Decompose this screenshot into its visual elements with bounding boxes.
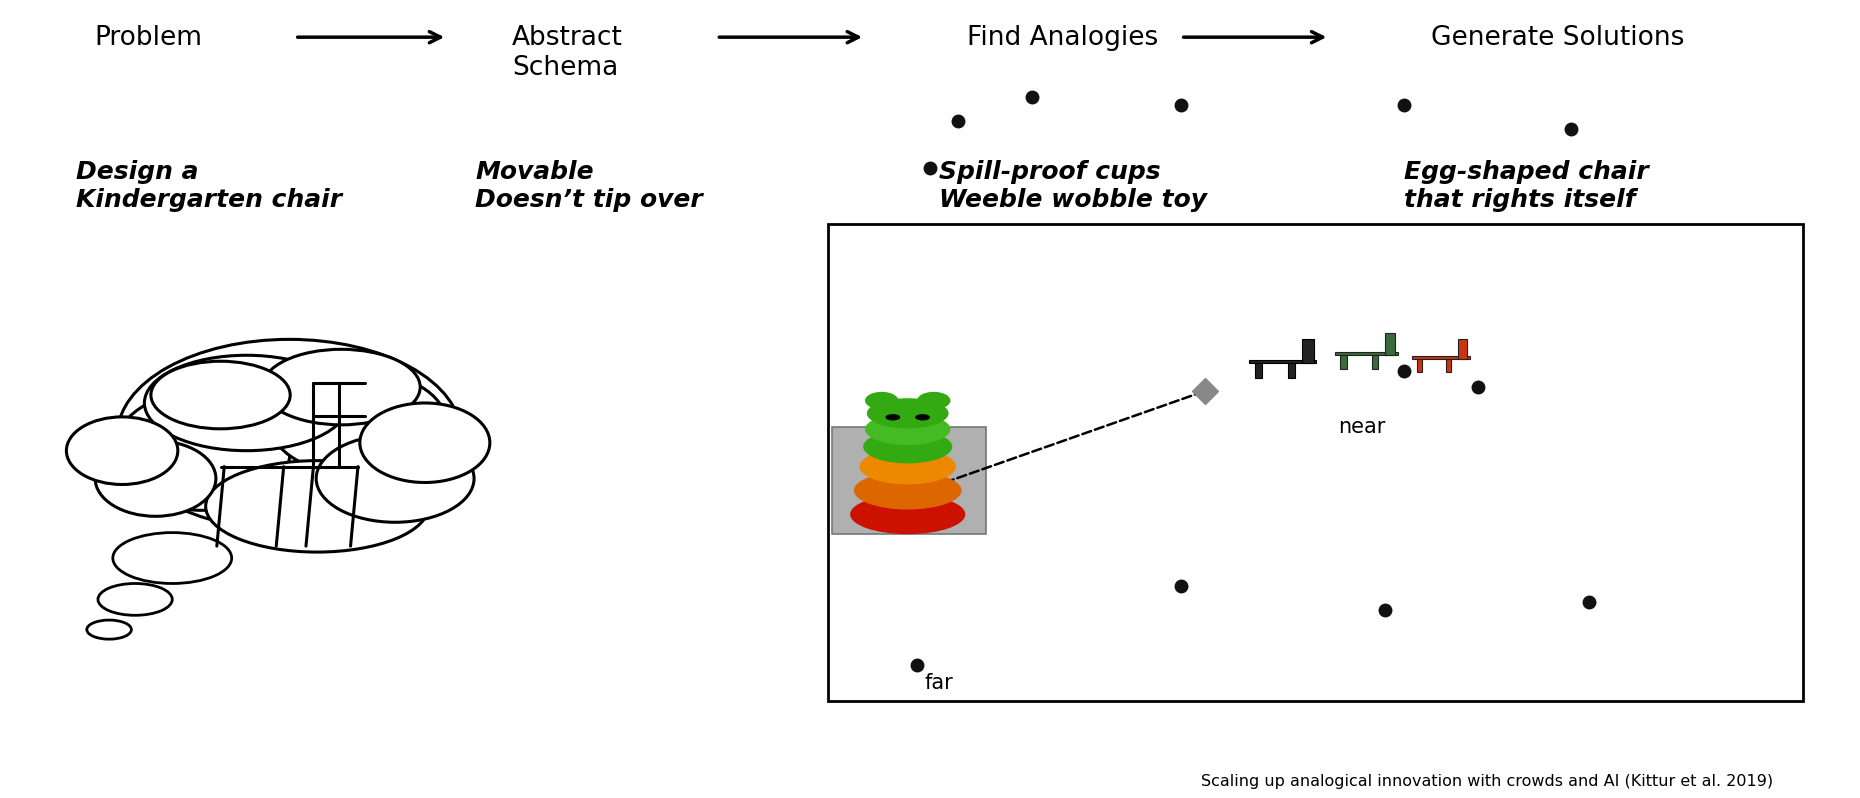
- Ellipse shape: [117, 339, 461, 530]
- Ellipse shape: [67, 417, 179, 484]
- Ellipse shape: [113, 391, 290, 511]
- Bar: [828, 224, 1802, 701]
- Bar: [1341, 355, 1347, 369]
- Text: Design a
Kindergarten chair: Design a Kindergarten chair: [76, 160, 342, 212]
- Bar: [1371, 355, 1378, 369]
- Bar: [1256, 363, 1261, 377]
- Circle shape: [99, 583, 173, 615]
- Text: Find Analogies: Find Analogies: [967, 26, 1159, 51]
- Ellipse shape: [95, 440, 216, 516]
- Text: Egg-shaped chair
that rights itself: Egg-shaped chair that rights itself: [1404, 160, 1648, 212]
- Bar: [1445, 359, 1451, 372]
- Ellipse shape: [206, 460, 428, 552]
- Text: near: near: [1339, 417, 1386, 437]
- Bar: [1289, 363, 1295, 377]
- Ellipse shape: [859, 448, 956, 484]
- Ellipse shape: [863, 430, 952, 464]
- Ellipse shape: [262, 350, 420, 425]
- Ellipse shape: [145, 355, 348, 451]
- Bar: [1384, 333, 1395, 355]
- Ellipse shape: [359, 403, 489, 483]
- Ellipse shape: [850, 495, 965, 534]
- Circle shape: [915, 414, 930, 421]
- Ellipse shape: [151, 361, 290, 429]
- Circle shape: [885, 414, 900, 421]
- Text: Movable
Doesn’t tip over: Movable Doesn’t tip over: [474, 160, 703, 212]
- Circle shape: [113, 532, 232, 583]
- Ellipse shape: [854, 472, 962, 510]
- Bar: [1302, 339, 1313, 363]
- Text: Abstract
Schema: Abstract Schema: [512, 26, 623, 81]
- Ellipse shape: [867, 398, 949, 429]
- Bar: [1250, 360, 1317, 363]
- Bar: [1412, 356, 1469, 359]
- Text: Scaling up analogical innovation with crowds and AI (Kittur et al. 2019): Scaling up analogical innovation with cr…: [1202, 773, 1773, 788]
- Bar: [831, 427, 986, 534]
- Ellipse shape: [865, 413, 950, 445]
- Bar: [1417, 359, 1423, 372]
- Text: Problem: Problem: [95, 26, 203, 51]
- Text: far: far: [924, 674, 952, 693]
- Bar: [1335, 352, 1397, 355]
- Bar: [1458, 338, 1468, 359]
- Ellipse shape: [270, 371, 446, 475]
- Circle shape: [87, 620, 132, 639]
- Ellipse shape: [316, 435, 474, 522]
- Ellipse shape: [865, 392, 898, 409]
- Text: Generate Solutions: Generate Solutions: [1432, 26, 1685, 51]
- Text: Spill-proof cups
Weeble wobble toy: Spill-proof cups Weeble wobble toy: [939, 160, 1207, 212]
- Ellipse shape: [917, 392, 950, 409]
